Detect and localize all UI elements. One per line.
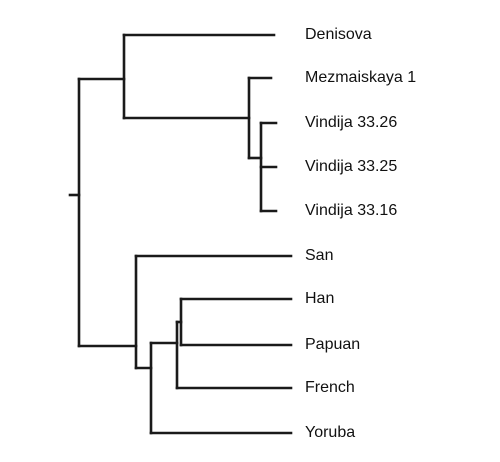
leaf-label-han: Han (305, 290, 334, 307)
leaf-label-denisova: Denisova (305, 26, 372, 43)
leaf-label-french: French (305, 379, 355, 396)
leaf-label-vindija-3326: Vindija 33.26 (305, 114, 397, 131)
leaf-label-vindija-3316: Vindija 33.16 (305, 202, 397, 219)
leaf-label-vindija-3325: Vindija 33.25 (305, 158, 397, 175)
leaf-label-yoruba: Yoruba (305, 424, 355, 441)
leaf-label-san: San (305, 247, 333, 264)
leaf-label-mezmaiskaya: Mezmaiskaya 1 (305, 69, 416, 86)
leaf-label-papuan: Papuan (305, 336, 360, 353)
